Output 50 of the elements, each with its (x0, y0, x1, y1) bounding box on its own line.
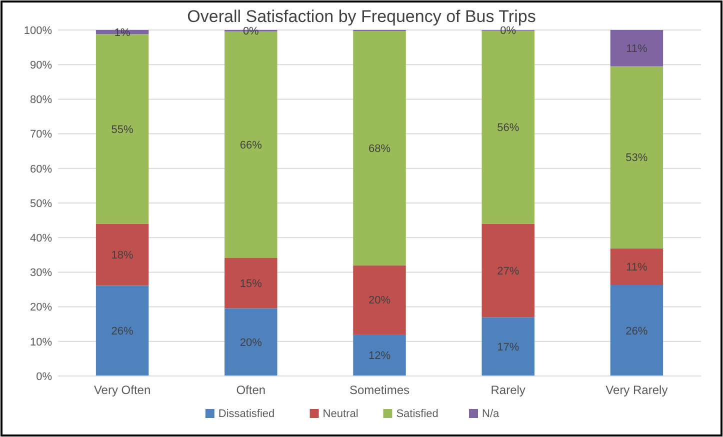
x-tick-label: Very Often (94, 383, 151, 397)
data-label: 26% (111, 326, 134, 338)
y-tick-label: 70% (30, 128, 52, 141)
x-tick-label: Rarely (490, 383, 526, 397)
data-label: 55% (111, 124, 134, 136)
x-tick-label: Sometimes (349, 383, 410, 397)
chart-title: Overall Satisfaction by Frequency of Bus Trips (187, 7, 536, 26)
y-tick-label: 0% (36, 370, 52, 383)
data-label: 20% (368, 294, 391, 307)
y-tick-label: 90% (30, 59, 52, 72)
y-tick-label: 50% (30, 198, 52, 210)
data-label: 18% (111, 249, 134, 262)
data-label: 17% (497, 341, 520, 354)
bar (224, 258, 278, 308)
data-label: 56% (497, 122, 520, 134)
bar (353, 265, 406, 334)
x-tick-label: Very Rarely (606, 383, 668, 397)
y-tick-label: 10% (30, 336, 52, 348)
data-label: 66% (240, 140, 262, 152)
legend-label: N/a (482, 408, 500, 420)
y-tick-label: 20% (30, 302, 52, 314)
y-tick-label: 60% (30, 163, 52, 176)
bar (482, 224, 534, 318)
data-label: 27% (497, 265, 520, 278)
y-tick-label: 30% (30, 267, 52, 280)
data-label: 11% (626, 43, 648, 56)
bar (482, 317, 534, 376)
bar (353, 334, 406, 376)
bar (96, 224, 149, 286)
y-tick-label: 80% (30, 94, 52, 106)
data-label: 15% (240, 278, 262, 290)
x-tick-label: Often (236, 383, 266, 397)
bar (610, 66, 664, 248)
legend-label: Satisfied (396, 408, 438, 420)
bar (610, 285, 664, 376)
y-tick-label: 40% (30, 232, 52, 244)
data-label: 12% (368, 350, 391, 362)
y-tick-label: 100% (24, 24, 52, 37)
legend-label: Neutral (322, 408, 358, 420)
data-label: 53% (626, 152, 648, 164)
bar (610, 30, 664, 66)
bar (224, 308, 278, 376)
data-label: 68% (368, 143, 391, 156)
bar (353, 31, 406, 266)
data-label: 26% (626, 325, 648, 338)
data-label: 11% (626, 262, 648, 274)
bar (610, 248, 664, 285)
bar (96, 285, 149, 376)
data-label: 20% (240, 336, 262, 349)
legend-label: Dissatisfied (218, 408, 275, 420)
